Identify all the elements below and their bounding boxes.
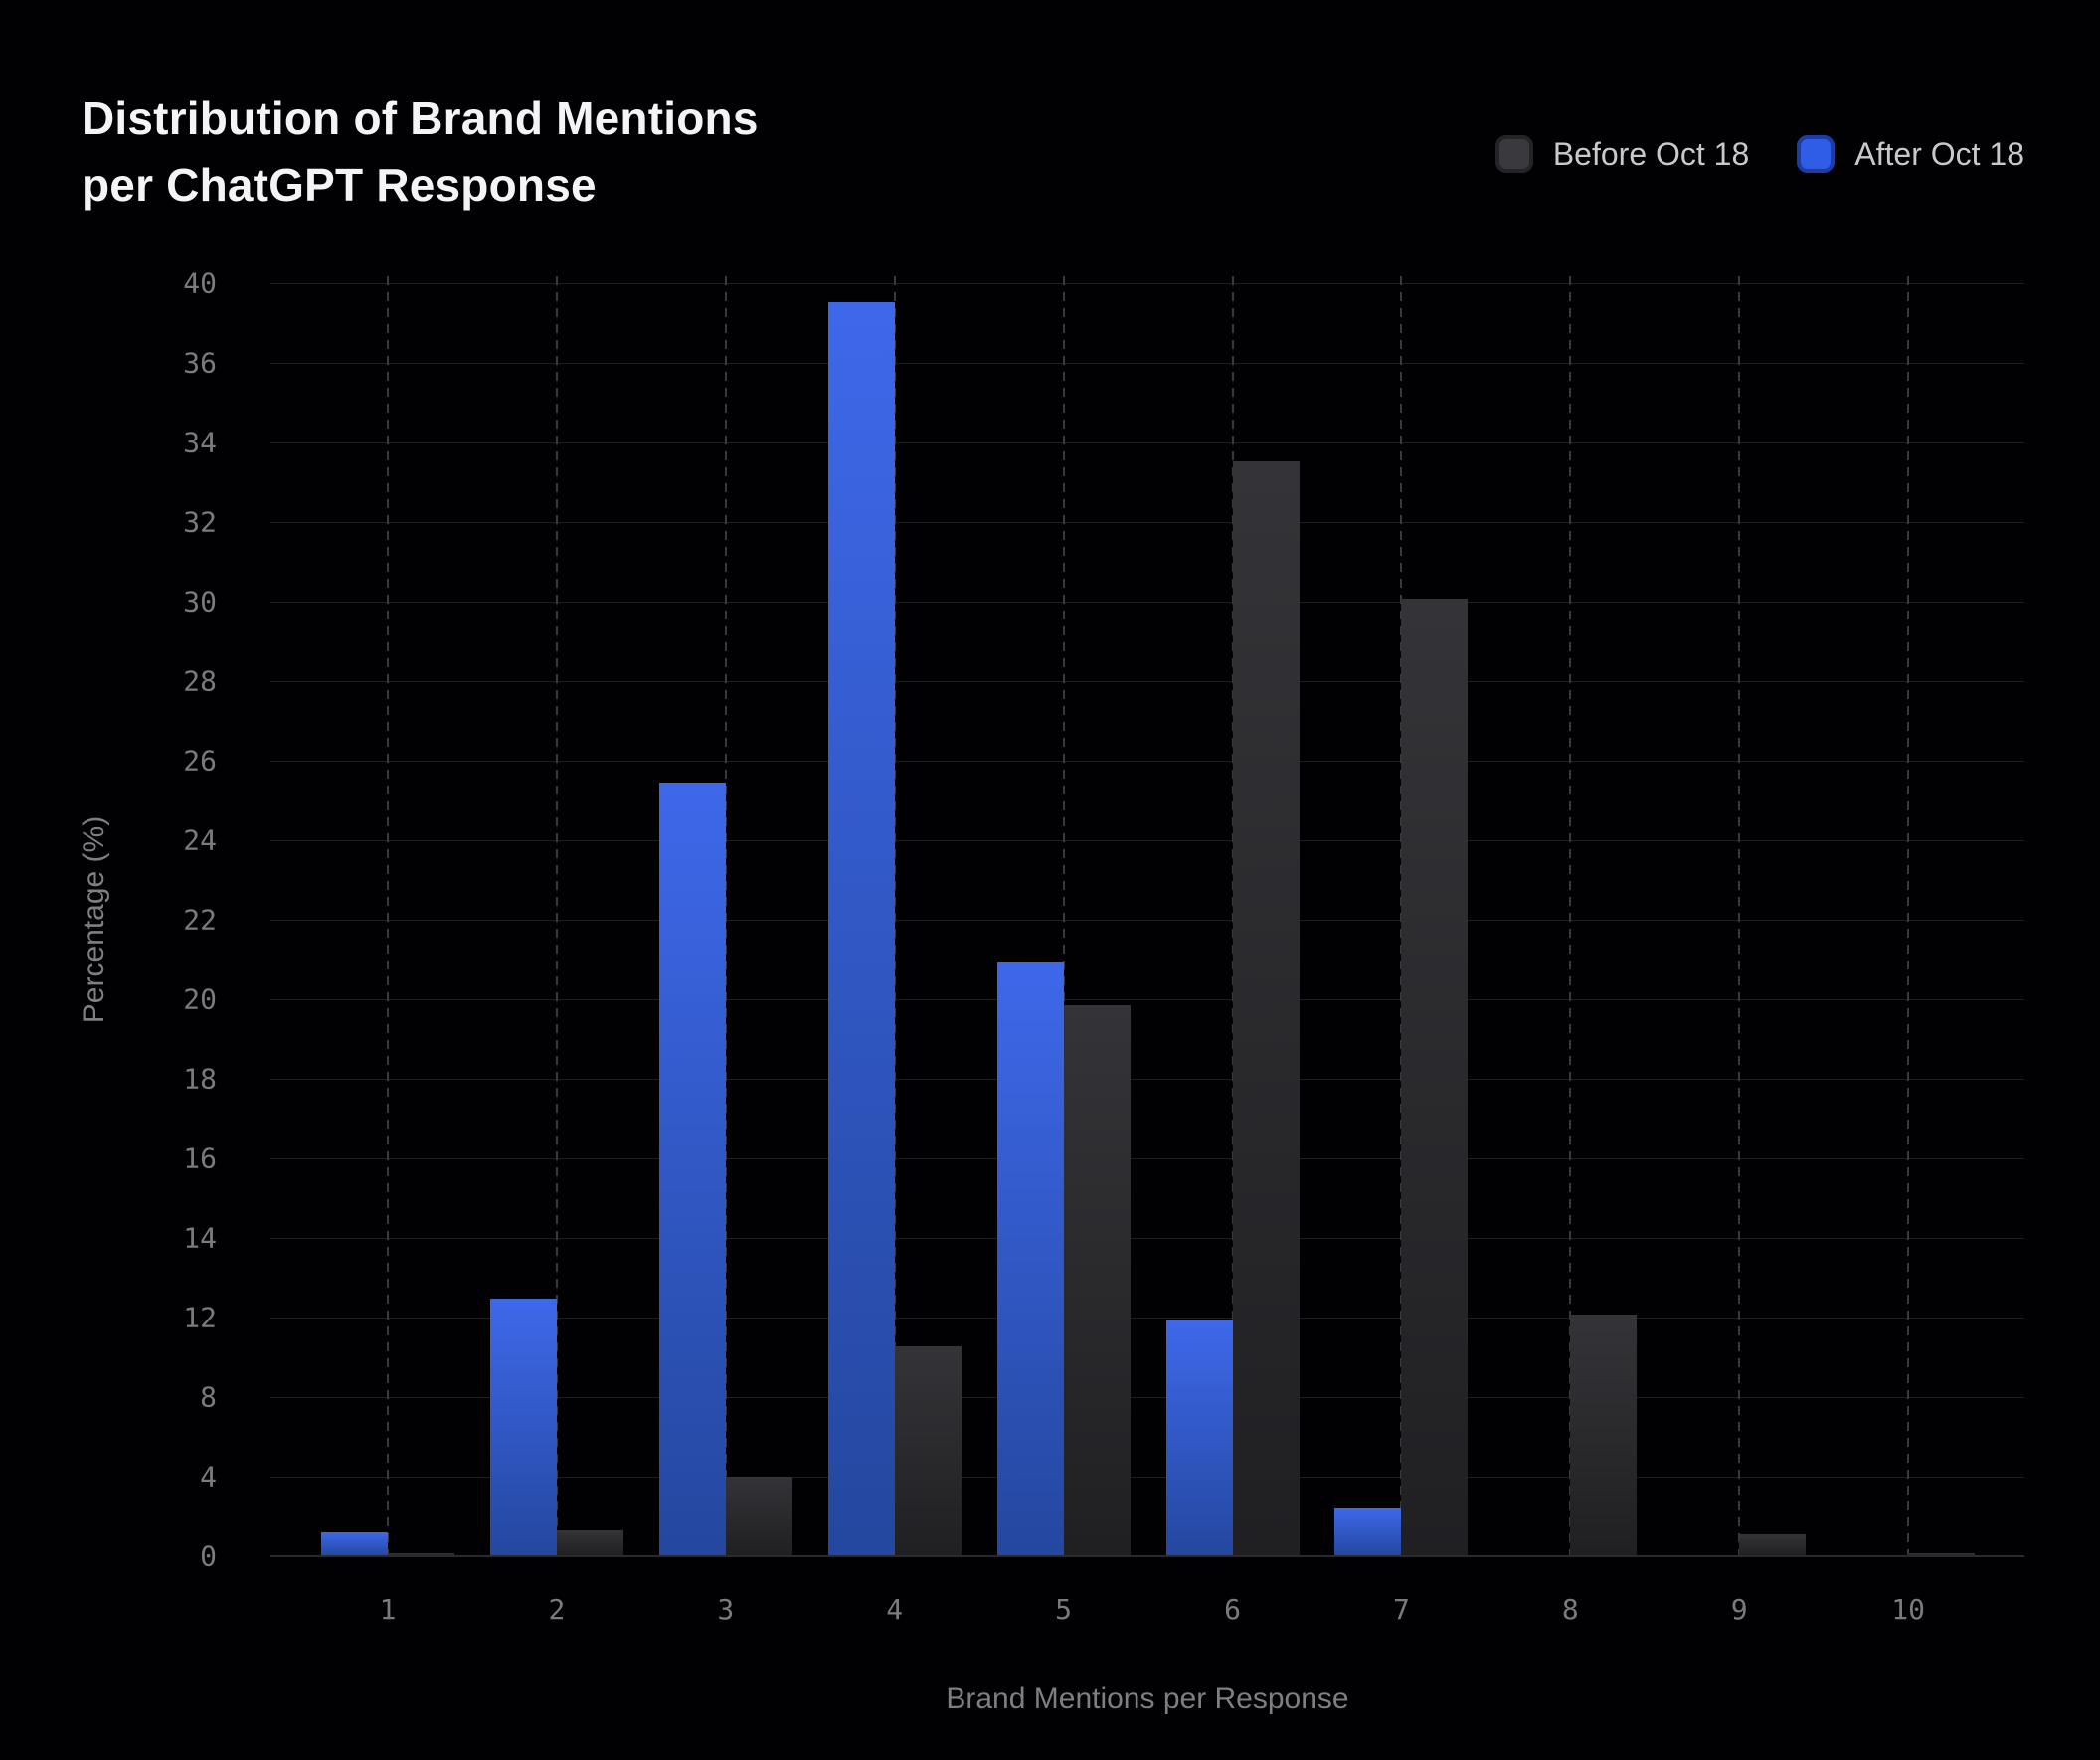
bar-before-5[interactable] xyxy=(1063,1005,1131,1556)
y-tick-label: 14 xyxy=(183,1221,217,1255)
v-gridline xyxy=(387,276,389,1556)
h-gridline xyxy=(270,522,2024,523)
h-gridline xyxy=(270,999,2024,1000)
y-tick-label: 20 xyxy=(183,982,217,1016)
y-tick-label: 4 xyxy=(200,1460,217,1494)
y-tick-label: 16 xyxy=(183,1142,217,1175)
v-gridline xyxy=(1062,276,1065,1556)
legend-label-before: Before Oct 18 xyxy=(1552,135,1750,172)
h-gridline xyxy=(270,363,2024,364)
y-tick-label: 32 xyxy=(183,505,217,539)
v-gridline xyxy=(1738,276,1741,1556)
legend-item-before[interactable]: Before Oct 18 xyxy=(1494,135,1750,173)
bar-before-6[interactable] xyxy=(1232,461,1300,1556)
y-tick-label: 30 xyxy=(183,585,217,618)
bar-before-8[interactable] xyxy=(1570,1315,1638,1556)
bar-before-7[interactable] xyxy=(1401,599,1469,1556)
v-gridline xyxy=(724,276,727,1556)
x-tick-label: 6 xyxy=(1224,1593,1241,1626)
x-tick-label: 2 xyxy=(548,1593,566,1626)
h-gridline xyxy=(270,1238,2024,1239)
y-axis-title: Percentage (%) xyxy=(78,815,110,1024)
bar-after-6[interactable] xyxy=(1165,1320,1233,1556)
h-gridline xyxy=(270,1318,2024,1319)
y-tick-label: 34 xyxy=(183,426,217,459)
legend: Before Oct 18 After Oct 18 xyxy=(1494,135,2024,173)
x-tick-label: 10 xyxy=(1891,1593,1925,1626)
y-tick-label: 36 xyxy=(183,346,217,380)
bar-after-1[interactable] xyxy=(321,1532,388,1556)
x-tick-label: 9 xyxy=(1730,1593,1748,1626)
y-tick-label: 0 xyxy=(200,1539,217,1573)
h-gridline xyxy=(270,761,2024,762)
legend-item-after[interactable]: After Oct 18 xyxy=(1797,135,2024,173)
h-gridline xyxy=(270,1477,2024,1478)
bar-before-1[interactable] xyxy=(388,1553,454,1556)
y-tick-label: 40 xyxy=(183,266,217,300)
bar-before-2[interactable] xyxy=(556,1530,623,1556)
x-axis-baseline xyxy=(270,1555,2024,1557)
h-gridline xyxy=(270,920,2024,921)
bar-after-2[interactable] xyxy=(489,1299,557,1556)
y-tick-label: 8 xyxy=(200,1380,217,1414)
x-tick-label: 4 xyxy=(886,1593,904,1626)
y-tick-label: 26 xyxy=(183,744,217,778)
v-gridline xyxy=(555,276,558,1556)
v-gridline xyxy=(1907,276,1910,1556)
y-tick-label: 18 xyxy=(183,1062,217,1096)
h-gridline xyxy=(270,602,2024,603)
x-tick-label: 7 xyxy=(1392,1593,1410,1626)
h-gridline xyxy=(270,283,2024,284)
x-tick-label: 5 xyxy=(1055,1593,1073,1626)
legend-swatch-after xyxy=(1797,135,1836,173)
bar-before-10[interactable] xyxy=(1908,1553,1976,1556)
h-gridline xyxy=(270,1158,2024,1159)
x-tick-label: 3 xyxy=(717,1593,735,1626)
bar-after-7[interactable] xyxy=(1334,1508,1402,1556)
x-tick-label: 1 xyxy=(379,1593,397,1626)
bar-after-4[interactable] xyxy=(827,302,895,1556)
y-tick-label: 28 xyxy=(183,664,217,698)
legend-label-after: After Oct 18 xyxy=(1854,135,2024,172)
v-gridline xyxy=(893,276,896,1556)
bar-after-3[interactable] xyxy=(658,783,726,1556)
bar-before-4[interactable] xyxy=(894,1346,962,1556)
h-gridline xyxy=(270,681,2024,682)
bar-before-3[interactable] xyxy=(725,1477,792,1556)
h-gridline xyxy=(270,1397,2024,1398)
h-gridline xyxy=(270,442,2024,443)
y-tick-label: 24 xyxy=(183,823,217,857)
y-tick-label: 22 xyxy=(183,903,217,937)
v-gridline xyxy=(1569,276,1572,1556)
chart-title: Distribution of Brand Mentions per ChatG… xyxy=(82,92,759,211)
h-gridline xyxy=(270,840,2024,841)
bar-after-5[interactable] xyxy=(996,962,1064,1556)
legend-swatch-before xyxy=(1494,135,1533,173)
x-tick-label: 8 xyxy=(1561,1593,1579,1626)
bar-before-9[interactable] xyxy=(1739,1534,1807,1556)
x-axis-title: Brand Mentions per Response xyxy=(946,1682,1349,1715)
h-gridline xyxy=(270,1079,2024,1080)
y-tick-label: 12 xyxy=(183,1301,217,1334)
